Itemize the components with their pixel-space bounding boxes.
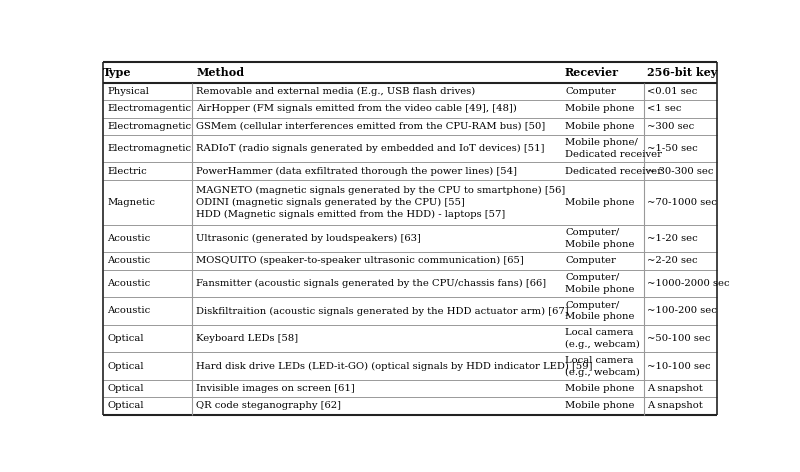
Text: Acoustic: Acoustic bbox=[107, 234, 150, 243]
Text: ~1000-2000 sec: ~1000-2000 sec bbox=[647, 279, 730, 288]
Text: Keyboard LEDs [58]: Keyboard LEDs [58] bbox=[196, 334, 298, 343]
Text: GSMem (cellular interferences emitted from the CPU-RAM bus) [50]: GSMem (cellular interferences emitted fr… bbox=[196, 122, 546, 131]
Text: PowerHammer (data exfiltrated thorough the power lines) [54]: PowerHammer (data exfiltrated thorough t… bbox=[196, 167, 517, 176]
Text: 256-bit key: 256-bit key bbox=[647, 67, 718, 78]
Text: ~1-50 sec: ~1-50 sec bbox=[647, 144, 698, 153]
Text: ~70-1000 sec: ~70-1000 sec bbox=[647, 198, 718, 207]
Text: Electromagnetic: Electromagnetic bbox=[107, 122, 191, 131]
Text: A snapshot: A snapshot bbox=[647, 384, 703, 393]
Text: Mobile phone: Mobile phone bbox=[565, 104, 634, 113]
Text: Invisible images on screen [61]: Invisible images on screen [61] bbox=[196, 384, 355, 393]
Text: Electromagentic: Electromagentic bbox=[107, 104, 191, 113]
Text: Local camera
(e.g., webcam): Local camera (e.g., webcam) bbox=[565, 328, 640, 349]
Text: Removable and external media (E.g., USB flash drives): Removable and external media (E.g., USB … bbox=[196, 87, 475, 96]
Text: Recevier: Recevier bbox=[565, 67, 619, 78]
Text: <1 sec: <1 sec bbox=[647, 104, 682, 113]
Text: MOSQUITO (speaker-to-speaker ultrasonic communication) [65]: MOSQUITO (speaker-to-speaker ultrasonic … bbox=[196, 256, 524, 265]
Text: Diskfiltraition (acoustic signals generated by the HDD actuator arm) [67]: Diskfiltraition (acoustic signals genera… bbox=[196, 306, 569, 316]
Text: Mobile phone/
Dedicated receiver: Mobile phone/ Dedicated receiver bbox=[565, 138, 662, 159]
Text: Acoustic: Acoustic bbox=[107, 306, 150, 315]
Text: ~50-100 sec: ~50-100 sec bbox=[647, 334, 711, 343]
Text: Physical: Physical bbox=[107, 87, 150, 96]
Text: A snapshot: A snapshot bbox=[647, 402, 703, 411]
Text: Computer/
Mobile phone: Computer/ Mobile phone bbox=[565, 228, 634, 249]
Text: Mobile phone: Mobile phone bbox=[565, 402, 634, 411]
Text: Ultrasonic (generated by loudspeakers) [63]: Ultrasonic (generated by loudspeakers) [… bbox=[196, 234, 421, 243]
Text: <0.01 sec: <0.01 sec bbox=[647, 87, 698, 96]
Text: Hard disk drive LEDs (LED-it-GO) (optical signals by HDD indicator LED) [59]: Hard disk drive LEDs (LED-it-GO) (optica… bbox=[196, 362, 593, 371]
Text: Acoustic: Acoustic bbox=[107, 256, 150, 265]
Text: Computer: Computer bbox=[565, 87, 616, 96]
Text: ~300 sec: ~300 sec bbox=[647, 122, 694, 131]
Text: Magnetic: Magnetic bbox=[107, 198, 155, 207]
Text: Computer/
Mobile phone: Computer/ Mobile phone bbox=[565, 273, 634, 294]
Text: Optical: Optical bbox=[107, 402, 144, 411]
Text: AirHopper (FM signals emitted from the video cable [49], [48]): AirHopper (FM signals emitted from the v… bbox=[196, 104, 517, 113]
Text: Computer/
Mobile phone: Computer/ Mobile phone bbox=[565, 301, 634, 321]
Text: RADIoT (radio signals generated by embedded and IoT devices) [51]: RADIoT (radio signals generated by embed… bbox=[196, 144, 545, 153]
Text: ~100-200 sec: ~100-200 sec bbox=[647, 306, 718, 315]
Text: Electromagnetic: Electromagnetic bbox=[107, 144, 191, 153]
Text: Type: Type bbox=[103, 67, 131, 78]
Text: Electric: Electric bbox=[107, 167, 147, 176]
Text: Dedicated receiver: Dedicated receiver bbox=[565, 167, 662, 176]
Text: Mobile phone: Mobile phone bbox=[565, 198, 634, 207]
Text: Optical: Optical bbox=[107, 334, 144, 343]
Text: ~10-100 sec: ~10-100 sec bbox=[647, 362, 711, 371]
Text: ~1-20 sec: ~1-20 sec bbox=[647, 234, 698, 243]
Text: ~ 30-300 sec: ~ 30-300 sec bbox=[647, 167, 714, 176]
Text: Optical: Optical bbox=[107, 384, 144, 393]
Text: Mobile phone: Mobile phone bbox=[565, 384, 634, 393]
Text: Mobile phone: Mobile phone bbox=[565, 122, 634, 131]
Text: MAGNETO (magnetic signals generated by the CPU to smartphone) [56]
ODINI (magnet: MAGNETO (magnetic signals generated by t… bbox=[196, 185, 566, 219]
Text: Acoustic: Acoustic bbox=[107, 279, 150, 288]
Text: Local camera
(e.g., webcam): Local camera (e.g., webcam) bbox=[565, 356, 640, 377]
Text: QR code steganography [62]: QR code steganography [62] bbox=[196, 402, 341, 411]
Text: Optical: Optical bbox=[107, 362, 144, 371]
Text: Method: Method bbox=[196, 67, 244, 78]
Text: Fansmitter (acoustic signals generated by the CPU/chassis fans) [66]: Fansmitter (acoustic signals generated b… bbox=[196, 279, 546, 288]
Text: Computer: Computer bbox=[565, 256, 616, 265]
Text: ~2-20 sec: ~2-20 sec bbox=[647, 256, 698, 265]
